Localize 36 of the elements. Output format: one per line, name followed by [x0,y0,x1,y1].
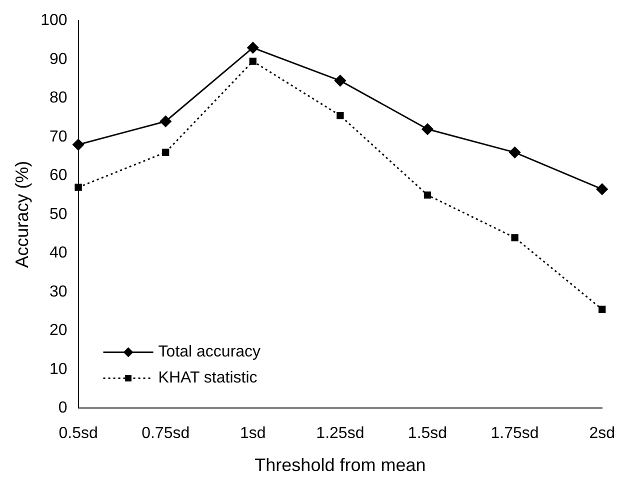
point [249,58,256,65]
point [511,234,518,242]
point [247,42,259,54]
x-tick-label: 0.75sd [142,425,190,442]
y-tick-label: 80 [50,90,68,107]
x-tick-label: 1.75sd [490,425,539,442]
x-tick-label: 2sd [589,425,615,442]
y-axis-title: Accuracy (%) [12,160,32,268]
point [509,146,521,158]
y-tick-label: 90 [50,50,68,68]
y-tick-label: 50 [50,206,68,223]
y-tick-label: 20 [50,322,68,340]
x-axis-title: Threshold from mean [254,455,426,476]
point [160,116,172,128]
point [596,183,608,195]
point [422,123,434,135]
x-tick-label: 1sd [240,425,266,442]
point [336,112,344,120]
y-tick-label: 100 [40,12,68,30]
point [162,148,170,156]
x-tick-label: 1.5sd [408,425,448,442]
legend-label: Total accuracy [158,344,261,361]
point [72,138,84,150]
x-tick-label: 1.25sd [316,425,364,442]
point [74,184,82,191]
y-tick-label: 40 [50,244,68,262]
y-tick-label: 70 [50,128,68,146]
y-tick-label: 10 [50,360,68,378]
point [424,191,432,199]
y-tick-label: 30 [50,283,68,300]
y-tick-label: 0 [58,400,68,417]
x-tick-label: 0.5sd [58,425,98,442]
legend-label: KHAT statistic [158,370,258,387]
point [598,306,606,313]
point [334,74,346,86]
y-tick-label: 60 [50,167,68,184]
